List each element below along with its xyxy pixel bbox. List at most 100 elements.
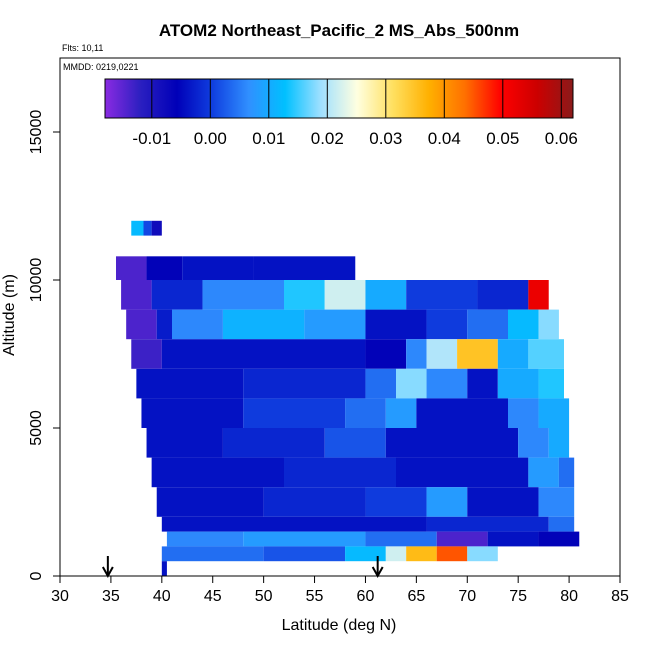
heatmap-cell [182,256,254,280]
heatmap-cell [385,428,519,458]
heatmap-cell [548,428,570,458]
heatmap-cell [121,280,152,310]
heatmap-cell [156,309,172,340]
heatmap-cell [406,339,427,369]
heatmap-cell [172,309,223,340]
x-tick-label: 85 [611,588,629,605]
heatmap-cell [365,487,427,517]
heatmap-cell [538,309,559,340]
heatmap-cell [416,398,508,428]
heatmap-cell [508,309,539,340]
heatmap-cell [243,531,366,547]
chart-title: ATOM2 Northeast_Pacific_2 MS_Abs_500nm [159,21,519,40]
heatmap-cell [161,516,427,532]
heatmap-cell [151,220,162,236]
x-tick-label: 50 [255,588,273,605]
x-axis: 30 35 40 45 50 55 60 65 70 75 80 85 [51,576,629,605]
heatmap-cell [426,309,468,340]
heatmap-cell [161,339,366,369]
heatmap-cell [538,531,580,547]
heatmap-cell [284,457,396,488]
x-tick-label: 55 [306,588,324,605]
plot-frame [59,57,621,577]
y-tick-label: 15000 [28,110,45,155]
x-axis-label: Latitude (deg N) [282,617,397,634]
heatmap-cell [396,457,529,488]
y-tick-label: 10000 [28,258,45,303]
heatmap-cell [131,339,162,369]
colorbar-tick-label: -0.01 [132,129,171,148]
y-axis-label: Altitude (m) [1,274,18,356]
heatmap [116,220,580,576]
heatmap-cell [324,280,366,310]
dates-label: MMDD: 0219,0221 [63,62,139,72]
colorbar-tick-label: 0.02 [311,129,344,148]
heatmap-cell [365,309,427,340]
heatmap-cell [141,398,244,428]
heatmap-cell [243,368,366,399]
heatmap-cell [385,398,417,428]
heatmap-cell [477,280,529,310]
heatmap-cell [345,398,386,428]
heatmap-cell [426,487,468,517]
x-tick-label: 45 [204,588,222,605]
heatmap-cell [131,220,144,236]
heatmap-cell [467,487,539,517]
y-tick-label: 0 [28,571,45,580]
heatmap-cell [406,280,478,310]
colorbar: -0.01 0.00 0.01 0.02 0.03 0.04 0.05 0.06 [104,78,578,148]
heatmap-cell [324,428,386,458]
heatmap-cell [161,546,264,562]
colorbar-tick-label: 0.00 [194,129,227,148]
heatmap-cell [538,368,564,399]
heatmap-cell [166,531,244,547]
heatmap-cell [558,457,575,488]
heatmap-cell [304,309,366,340]
heatmap-cell [161,561,167,576]
y-tick-label: 5000 [28,410,45,446]
heatmap-cell [406,546,437,562]
heatmap-cell [426,339,458,369]
heatmap-cell [426,516,549,532]
heatmap-cell [436,531,488,547]
heatmap-cell [538,487,575,517]
x-tick-label: 60 [357,588,375,605]
heatmap-cell [126,309,157,340]
heatmap-cell [518,428,549,458]
heatmap-cell [528,280,549,310]
heatmap-cell [365,531,437,547]
x-tick-label: 65 [407,588,425,605]
x-tick-label: 75 [509,588,527,605]
heatmap-cell [345,546,386,562]
heatmap-cell [457,339,498,369]
flights-label: Flts: 10,11 [62,43,103,53]
heatmap-cell [426,368,468,399]
heatmap-cell [436,546,468,562]
heatmap-cell [396,368,427,399]
heatmap-cell [365,280,407,310]
arrow-markers [101,556,384,579]
colorbar-tick-label: 0.06 [545,129,578,148]
heatmap-cell [538,398,570,428]
heatmap-cell [116,256,147,280]
heatmap-cell [151,280,203,310]
heatmap-cell [385,546,407,562]
heatmap-cell [151,457,284,488]
heatmap-cell [467,309,508,340]
x-tick-label: 30 [51,588,69,605]
down-arrow-icon [101,556,114,579]
x-tick-label: 40 [153,588,171,605]
heatmap-cell [243,398,346,428]
colorbar-tick-label: 0.04 [428,129,461,148]
heatmap-cell [497,339,529,369]
heatmap-cell [365,368,396,399]
heatmap-cell [136,368,244,399]
heatmap-cell [263,487,366,517]
heatmap-cell [528,457,559,488]
heatmap-cell [467,368,498,399]
heatmap-cell [143,220,152,236]
colorbar-tick-label: 0.03 [369,129,402,148]
heatmap-cell [508,398,539,428]
colorbar-tick-label: 0.05 [486,129,519,148]
